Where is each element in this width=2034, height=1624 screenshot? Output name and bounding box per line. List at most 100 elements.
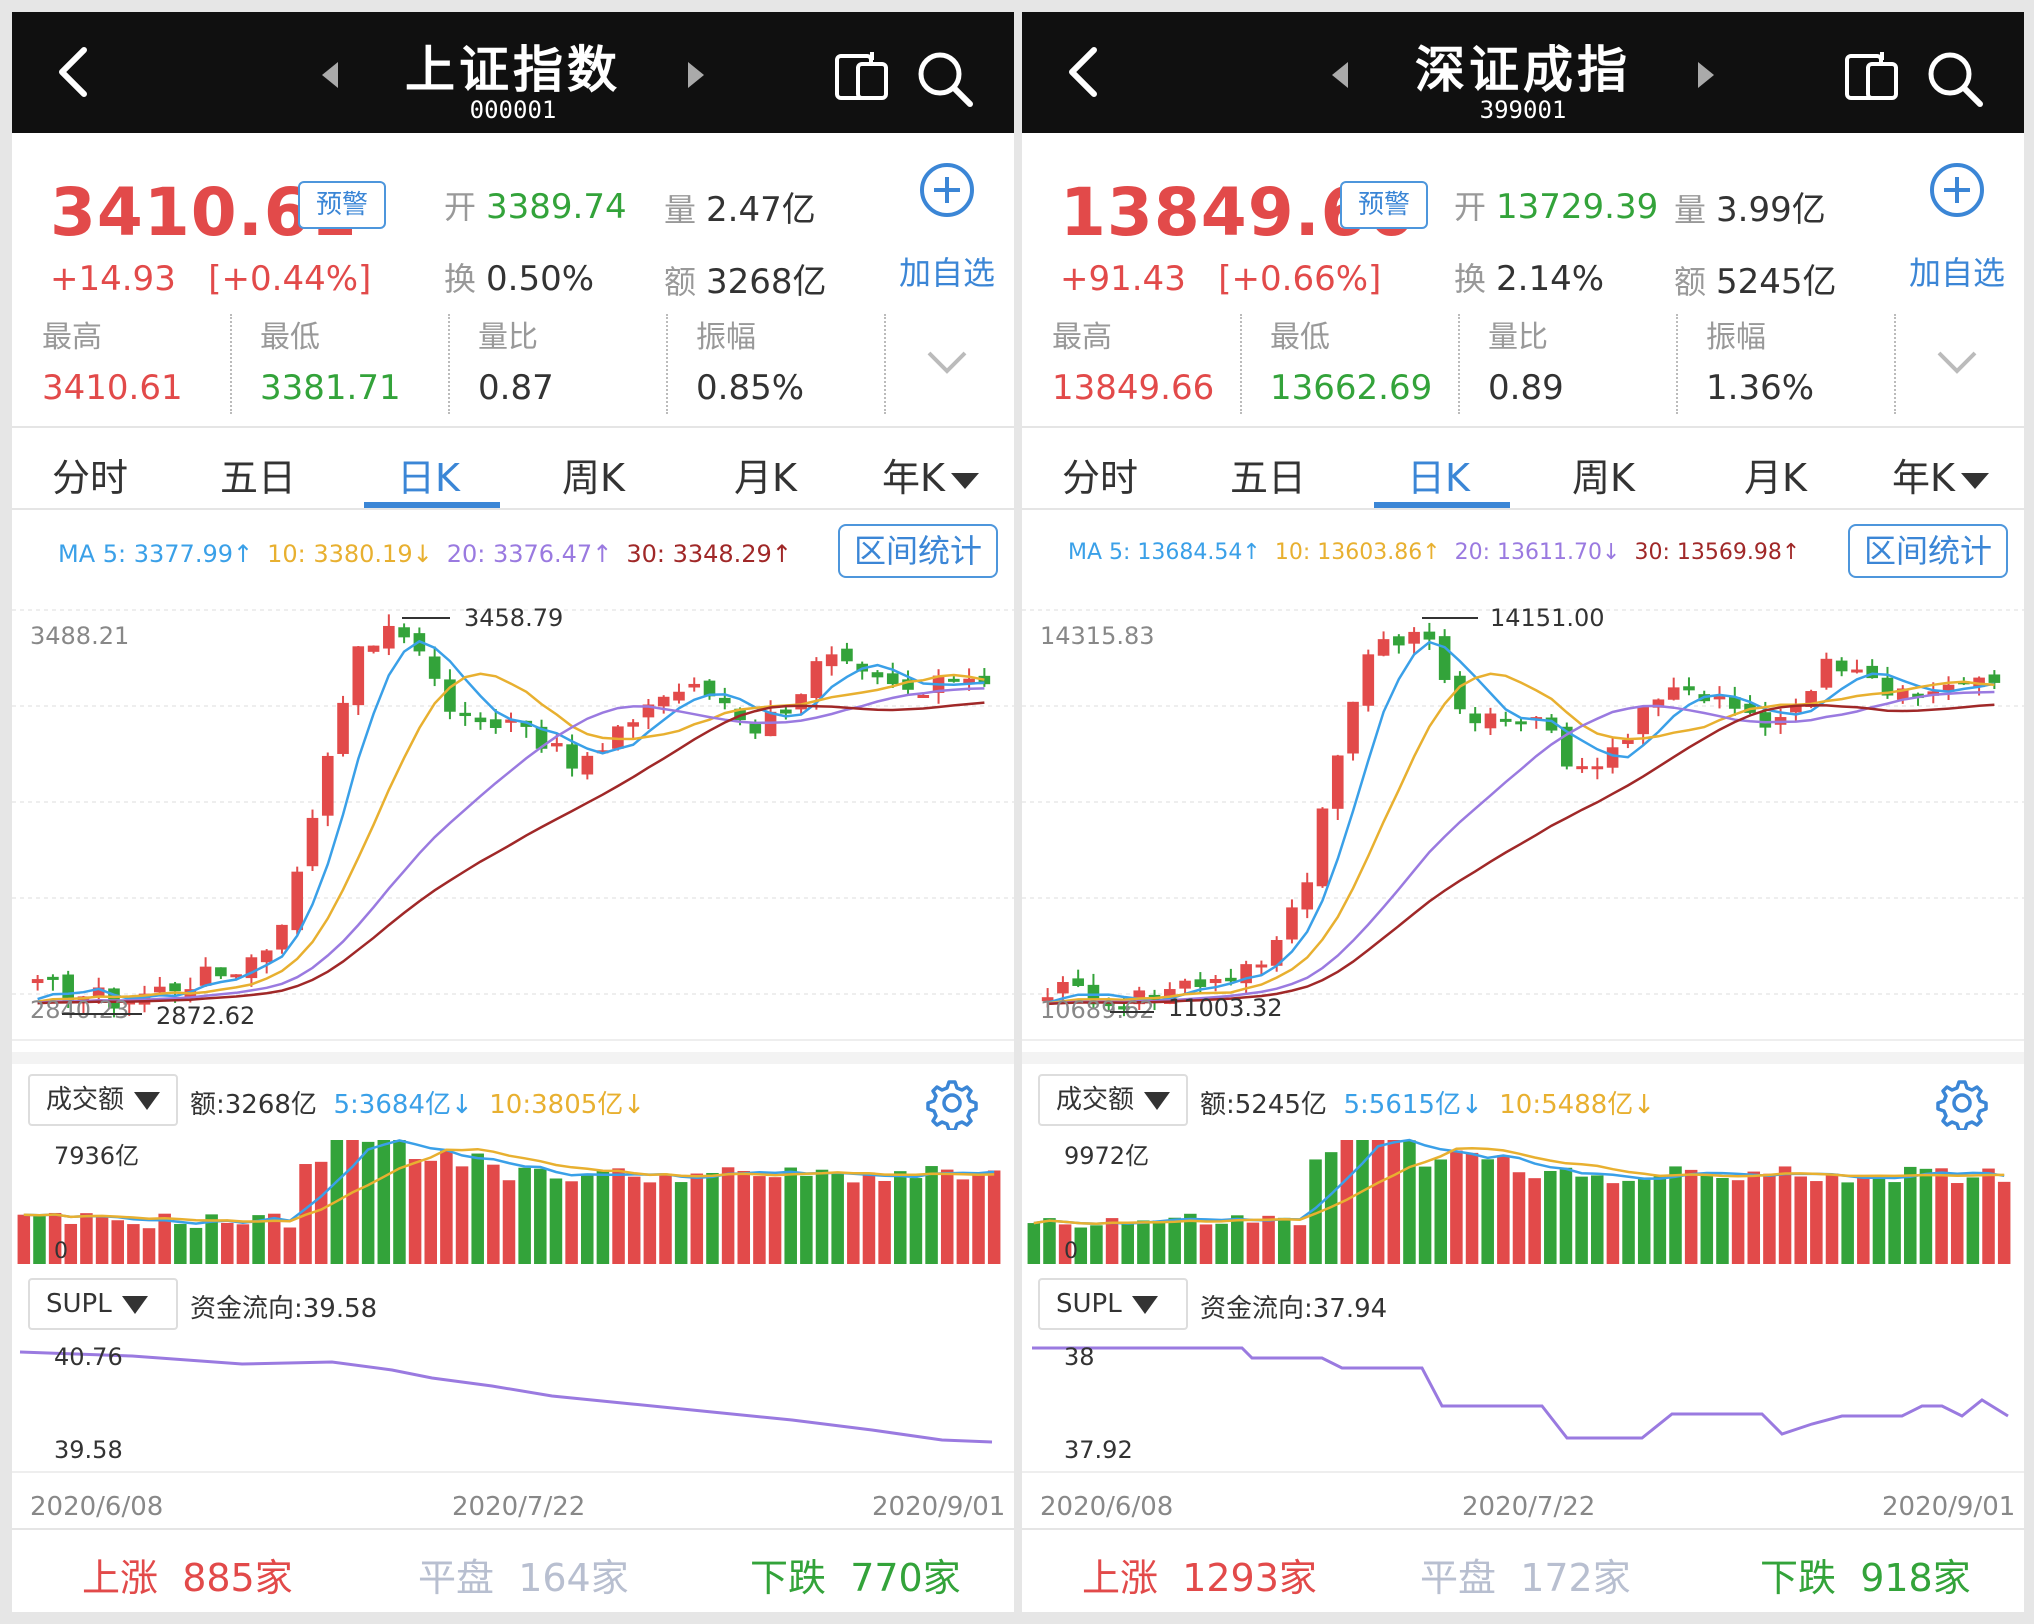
tab-daily-k[interactable]: 日K [397,456,460,500]
candle-body [474,717,487,723]
volume-bar [1904,1166,1917,1264]
volume-bar [1919,1168,1933,1264]
candle-body [657,696,670,707]
price-change: +91.43 [+0.66%] [1060,259,1381,299]
volume-bar [1105,1218,1119,1264]
ma10-value: 10: 3380.19↓ [267,540,433,568]
volume-ma10: 10:3805亿↓ [489,1090,646,1120]
search-icon[interactable] [1926,50,1984,108]
candle-body [963,678,975,685]
volume-bar [1090,1225,1103,1264]
volume-bar [674,1182,688,1264]
volume-bar [972,1173,985,1264]
add-watchlist-button[interactable]: 加自选 [1902,162,2012,292]
candle-body [795,694,807,710]
range-stat-button[interactable]: 区间统计 [838,524,998,578]
volume-indicator-select[interactable]: 成交额 [1038,1074,1188,1126]
divider [1458,314,1460,414]
volume-bar [706,1172,719,1264]
split-screen-icon[interactable] [1844,50,1900,102]
add-watchlist-button[interactable]: 加自选 [892,162,1002,292]
price-alert-button[interactable]: 预警 [298,181,386,229]
volume-bar [142,1228,156,1264]
candle-body [1805,691,1817,707]
candle-body [1942,684,1955,692]
candle-body [1423,631,1436,640]
low-price-label: 2872.62 [156,1002,255,1030]
kline-chart: 14315.83 10689.62 14151.00 11003.32 [1022,604,2024,1041]
index-title: 上证指数 [405,41,621,99]
divider [12,1052,1014,1064]
stat-low: 最低 3381.71 [260,312,460,408]
candle-body [1561,726,1573,767]
unchanged: 平盘 164家 [418,1547,629,1602]
caret-down-icon [1960,473,1989,489]
next-index-arrow-icon[interactable] [1694,60,1718,90]
tab-five-day[interactable]: 五日 [220,456,297,500]
chevron-down-icon[interactable] [1935,347,1979,377]
index-code: 399001 [1479,96,1567,124]
tab-monthly-k[interactable]: 月K [1744,456,1807,500]
prev-index-arrow-icon[interactable] [318,60,342,90]
tab-weekly-k[interactable]: 周K [1572,456,1635,500]
volume-bar [627,1176,641,1264]
volume-axis-top: 7936亿 [54,1142,139,1170]
candle-body [1606,747,1619,768]
candle-body [1652,699,1665,708]
next-index-arrow-icon[interactable] [684,60,708,90]
volume-bar [987,1170,1001,1264]
volume-ma10-line [23,1147,995,1223]
chevron-down-icon[interactable] [925,347,969,377]
supl-indicator-select[interactable]: SUPL [28,1278,178,1330]
volume-bar [111,1220,124,1264]
price-axis-top: 14315.83 [1040,622,1155,650]
volume-bar [721,1167,735,1264]
decliners-label: 下跌 [750,1556,827,1600]
range-stat-button[interactable]: 区间统计 [1848,524,2008,578]
prev-index-arrow-icon[interactable] [1328,60,1352,90]
candle-body [718,697,731,704]
tab-intraday[interactable]: 分时 [52,456,129,500]
volume-bar [862,1172,876,1264]
candle-body [62,974,74,1002]
stat-label: 量比 [1488,320,1548,355]
tab-intraday[interactable]: 分时 [1062,456,1139,500]
tab-weekly-k[interactable]: 周K [562,456,625,500]
candle-body [642,704,655,718]
tab-yearly-k[interactable]: 年K [1892,447,1989,502]
caret-down-icon [134,1091,161,1110]
stat-volume-ratio: 量比 0.89 [1488,312,1688,408]
volume-indicator-select[interactable]: 成交额 [28,1074,178,1126]
tab-yearly-k[interactable]: 年K [882,447,979,502]
volume-bar [1043,1218,1056,1264]
back-arrow-icon[interactable] [1056,42,1116,102]
settings-gear-icon[interactable] [924,1076,978,1130]
supl-indicator-select[interactable]: SUPL [1038,1278,1188,1330]
volume-ma10: 10:5488亿↓ [1499,1090,1656,1120]
quote-volume: 量 3.99亿 [1674,182,1826,231]
candle-body [1988,674,2001,683]
tab-daily-k[interactable]: 日K [1407,456,1470,500]
open-value: 3389.74 [486,187,627,227]
split-screen-icon[interactable] [834,50,890,102]
volume-bar [1450,1150,1463,1264]
panel-shanghai-index: 上证指数 000001 3410.61 预警 +14.93 [+0.44%] 开… [12,12,1014,1612]
volume-bar [1700,1174,1714,1264]
volume-bar [956,1179,970,1264]
date-end: 2020/9/01 [872,1492,1006,1522]
advancers: 上涨 1293家 [1082,1547,1317,1602]
volume-label: 量 [664,191,697,229]
decliners: 下跌 770家 [750,1547,961,1602]
tab-monthly-k[interactable]: 月K [734,456,797,500]
back-arrow-icon[interactable] [46,42,106,102]
active-tab-indicator [1374,502,1510,508]
settings-gear-icon[interactable] [1934,1076,1988,1130]
candle-body [688,683,701,688]
period-tabs: 分时 五日 日K 周K 月K 年K [1022,432,2024,522]
tab-five-day[interactable]: 五日 [1230,456,1307,500]
tab-yearly-label: 年K [1892,456,1955,500]
high-price-label: 3458.79 [464,604,563,632]
search-icon[interactable] [916,50,974,108]
ma20-line [1047,690,1995,1006]
price-alert-button[interactable]: 预警 [1340,181,1428,229]
